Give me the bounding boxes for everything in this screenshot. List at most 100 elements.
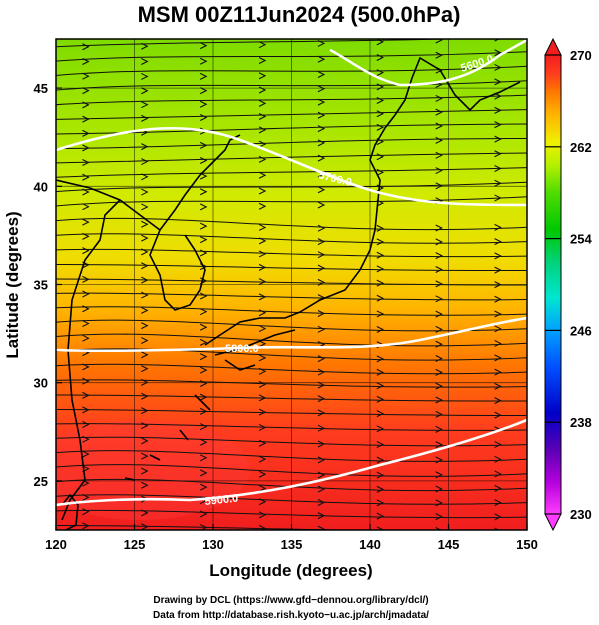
wind-arrow-icon — [258, 380, 267, 388]
wind-arrow-icon — [82, 377, 90, 385]
wind-arrow-icon — [141, 220, 149, 228]
wind-arrow-icon — [317, 125, 326, 133]
wind-arrow-icon — [258, 293, 267, 301]
wind-arrow-icon — [199, 393, 208, 401]
wind-arrow-icon — [141, 234, 149, 242]
wind-arrow-icon — [376, 110, 385, 118]
wind-arrow-icon — [199, 353, 208, 361]
wind-arrow-icon — [494, 165, 502, 173]
wind-arrow-icon — [435, 224, 443, 232]
coastline-japan — [204, 56, 521, 371]
wind-arrow-icon — [494, 179, 502, 187]
wind-arrow-icon — [435, 151, 443, 159]
wind-arrow-icon — [317, 424, 326, 432]
wind-arrow-icon — [199, 72, 208, 80]
wind-arrow-icon — [494, 266, 502, 274]
wind-arrow-icon — [199, 249, 208, 257]
wind-arrow-icon — [141, 248, 149, 256]
contour-label-5800: 5800.0 — [225, 343, 259, 355]
wind-arrow-icon — [317, 39, 326, 47]
wind-arrow-icon — [141, 452, 149, 460]
wind-arrow-icon — [494, 368, 502, 376]
wind-arrow-icon — [199, 157, 208, 165]
wind-arrow-icon — [199, 438, 208, 446]
x-axis-ticks: 120 125 130 135 140 145 150 — [45, 524, 538, 552]
streamline — [56, 348, 527, 361]
wind-arrow-icon — [435, 310, 443, 318]
wind-arrow-icon — [258, 455, 267, 463]
wind-arrow-icon — [317, 325, 326, 333]
wind-arrow-icon — [82, 435, 90, 443]
wind-arrow-icon — [82, 203, 90, 211]
wind-arrow-icon — [199, 407, 208, 415]
wind-arrow-icon — [317, 525, 326, 530]
wind-arrow-icon — [82, 115, 90, 123]
wind-arrow-icon — [141, 114, 149, 122]
colorbar-tick-label: 262 — [570, 140, 592, 155]
wind-arrow-icon — [494, 441, 502, 449]
wind-arrow-icon — [258, 250, 267, 258]
wind-arrow-icon — [199, 114, 208, 122]
contour-line-5700 — [56, 126, 527, 207]
wind-arrow-icon — [258, 278, 267, 286]
wind-arrow-icon — [494, 49, 502, 57]
wind-arrow-icon — [317, 440, 326, 448]
wind-arrow-icon — [494, 339, 502, 347]
wind-arrow-icon — [494, 382, 502, 390]
colorbar-max-arrow — [544, 37, 562, 56]
wind-arrow-icon — [82, 421, 90, 429]
wind-arrow-icon — [141, 276, 149, 284]
wind-arrow-icon — [199, 323, 208, 331]
wind-arrow-icon — [376, 153, 385, 161]
wind-arrow-icon — [199, 454, 208, 462]
contour-line-5900 — [56, 418, 527, 507]
wind-arrow-icon — [317, 85, 326, 93]
wind-arrow-icon — [141, 378, 149, 386]
wind-arrow-icon — [199, 100, 208, 108]
wind-arrow-icon — [376, 279, 385, 287]
wind-arrow-icon — [199, 483, 208, 491]
chart-title: MSM 00Z11Jun2024 (500.0hPa) — [138, 2, 461, 27]
wind-arrow-icon — [317, 409, 326, 417]
wind-arrow-icon — [199, 57, 208, 65]
colorbar-tick-label: 230 — [570, 507, 592, 522]
streamline — [56, 306, 527, 316]
wind-arrow-icon — [141, 336, 149, 344]
wind-arrow-icon — [317, 395, 326, 403]
wind-arrow-icon — [141, 203, 149, 211]
y-tick-label: 30 — [34, 376, 48, 391]
wind-arrow-icon — [258, 99, 267, 107]
wind-arrow-icon — [317, 471, 326, 479]
x-tick-label: 125 — [124, 537, 146, 552]
streamline — [56, 464, 527, 477]
wind-arrow-icon — [494, 135, 502, 143]
wind-arrow-icon — [82, 508, 90, 516]
colorbar-tick-label: 246 — [570, 323, 592, 338]
wind-arrow-icon — [317, 186, 326, 194]
streamline — [56, 494, 527, 505]
wind-arrow-icon — [317, 512, 326, 520]
wind-arrow-icon — [376, 123, 385, 131]
x-tick-label: 120 — [45, 537, 67, 552]
streamline — [56, 181, 527, 193]
wind-arrow-icon — [376, 310, 385, 318]
wind-arrow-icon — [82, 363, 90, 371]
wind-arrow-icon — [199, 203, 208, 211]
wind-arrow-icon — [494, 455, 502, 463]
wind-arrow-icon — [82, 247, 90, 255]
wind-arrow-icon — [258, 112, 267, 120]
wind-streamlines — [56, 39, 527, 530]
wind-arrow-icon — [494, 411, 502, 419]
plot-area: 5600.0 5700.0 5800.0 5900.0 — [56, 39, 527, 530]
colorbar-tick-label: 254 — [570, 232, 592, 247]
wind-arrow-icon — [435, 485, 443, 493]
streamline — [56, 248, 527, 258]
wind-arrow-icon — [376, 456, 385, 464]
wind-arrow-icon — [258, 237, 267, 245]
streamline — [56, 478, 527, 492]
wind-arrow-icon — [258, 325, 267, 333]
wind-arrow-icon — [317, 368, 326, 376]
wind-arrow-icon — [199, 292, 208, 300]
wind-arrow-icon — [82, 450, 90, 458]
wind-arrow-icon — [317, 264, 326, 272]
